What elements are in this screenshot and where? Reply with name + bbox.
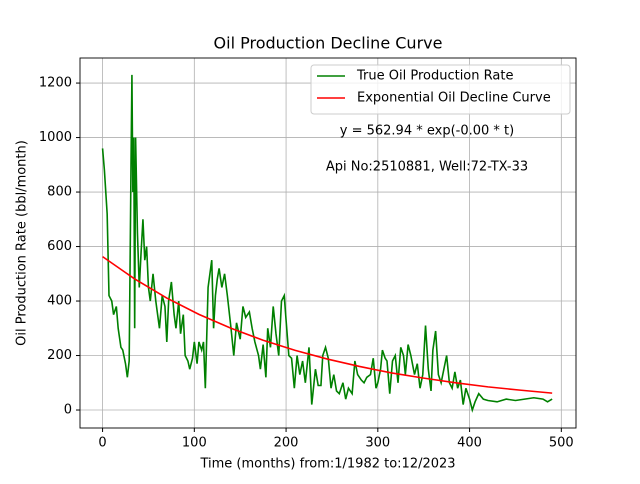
y-tick-label: 800 (47, 185, 72, 200)
legend-box (310, 64, 571, 115)
chart-title: Oil Production Decline Curve (214, 34, 443, 53)
y-tick-label: 400 (47, 294, 72, 309)
x-tick-label: 500 (549, 436, 574, 451)
x-axis-label: Time (months) from:1/1982 to:12/2023 (199, 457, 455, 472)
y-tick-label: 600 (47, 239, 72, 254)
annotation: Api No:2510881, Well:72-TX-33 (326, 160, 528, 175)
x-tick-label: 0 (98, 436, 106, 451)
y-tick-label: 200 (47, 348, 72, 363)
line-series (101, 74, 553, 413)
x-tick-label: 200 (274, 436, 299, 451)
x-tick-label: 300 (365, 436, 390, 451)
legend-label: True Oil Production Rate (356, 69, 513, 84)
y-tick-label: 1200 (39, 76, 72, 91)
y-tick-label: 0 (64, 403, 72, 418)
x-tick-label: 100 (182, 436, 207, 451)
plot-frame (79, 57, 577, 429)
y-axis-label: Oil Production Rate (bbl/month) (15, 140, 30, 346)
line-series (102, 255, 553, 394)
y-tick-label: 1000 (39, 130, 72, 145)
annotation: y = 562.94 * exp(-0.00 * t) (340, 124, 514, 139)
x-tick-label: 400 (457, 436, 482, 451)
legend-label: Exponential Oil Decline Curve (357, 91, 551, 106)
